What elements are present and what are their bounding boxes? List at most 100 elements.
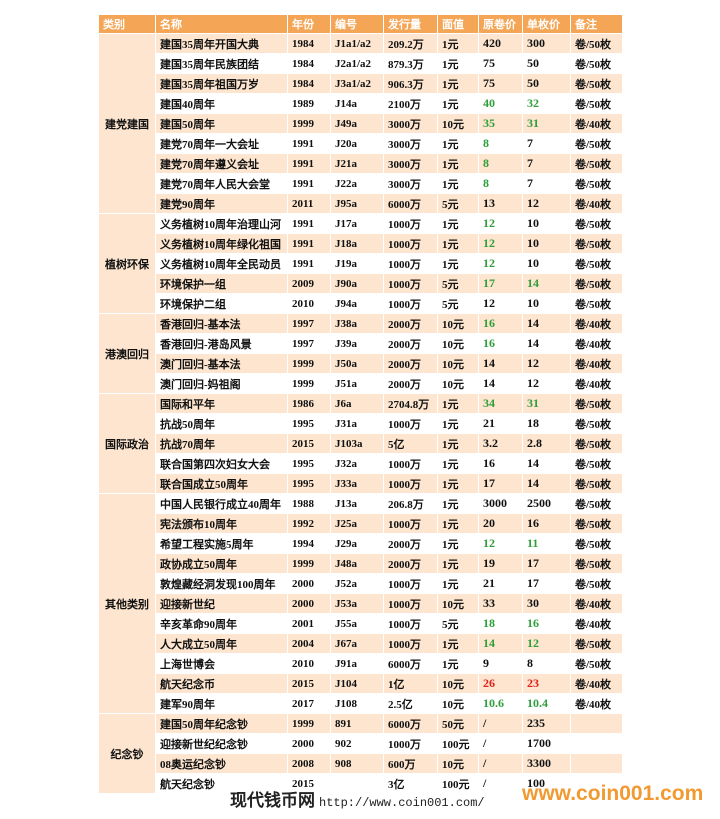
cell: 卷/50枚 [570,513,623,534]
category-cell: 其他类别 [98,493,156,714]
cell: 1元 [437,173,479,194]
cell: 1000万 [383,453,438,474]
cell: 2500 [522,493,571,514]
cell: 2010 [287,653,331,674]
cell: 891 [330,713,384,734]
cell: J94a [330,293,384,314]
cell: 卷/50枚 [570,173,623,194]
cell: 31 [522,113,571,134]
cell: 17 [478,473,523,494]
cell: J51a [330,373,384,394]
cell: J48a [330,553,384,574]
cell: / [478,753,523,774]
cell: 12 [478,233,523,254]
table-row: 建党70周年人民大会堂 1991 J22a 3000万 1元 8 7 卷/50枚 [99,173,623,194]
cell: 31 [522,393,571,414]
cell: 600万 [383,753,438,774]
cell: J104 [330,673,384,694]
cell: 1991 [287,133,331,154]
cell: 17 [522,553,571,574]
cell: 1000万 [383,213,438,234]
cell: J39a [330,333,384,354]
cell: 40 [478,93,523,114]
cell: 1992 [287,513,331,534]
cell: 卷/50枚 [570,553,623,574]
cell: 8 [478,153,523,174]
cell: 卷/40枚 [570,373,623,394]
cell: 卷/50枚 [570,73,623,94]
table-row: 辛亥革命90周年 2001 J55a 1000万 5元 18 16 卷/40枚 [99,613,623,634]
cell: 1999 [287,353,331,374]
cell: 5元 [437,193,479,214]
cell: 2004 [287,633,331,654]
cell: 11 [522,533,571,554]
cell: 5元 [437,293,479,314]
cell: 1000万 [383,573,438,594]
cell: J31a [330,413,384,434]
cell: J2a1/a2 [330,53,384,74]
cell: J32a [330,453,384,474]
cell: 30 [522,593,571,614]
cell: 卷/50枚 [570,153,623,174]
cell: J21a [330,153,384,174]
cell: 10元 [437,353,479,374]
cell: 1元 [437,413,479,434]
cell: 1991 [287,253,331,274]
cell: 2000万 [383,353,438,374]
cell: 1999 [287,713,331,734]
cell: 420 [478,33,523,54]
cell: 10 [522,253,571,274]
cell: 14 [522,273,571,294]
cell: 2015 [287,673,331,694]
cell: 政协成立50周年 [155,553,288,574]
cell: 12 [522,373,571,394]
cell [330,773,384,794]
cell: 建国35周年祖国万岁 [155,73,288,94]
cell: J55a [330,613,384,634]
cell: 1999 [287,373,331,394]
cell: J29a [330,533,384,554]
cell: 建国35周年民族团结 [155,53,288,74]
cell: 2000万 [383,373,438,394]
cell: 1984 [287,73,331,94]
cell: 卷/40枚 [570,353,623,374]
header-cell: 年份 [287,14,331,34]
table-row: 联合国成立50周年 1995 J33a 1000万 1元 17 14 卷/50枚 [99,473,623,494]
table-row: 航天纪念钞 2015 3亿 100元/100 [99,773,623,794]
cell: J95a [330,193,384,214]
cell: J67a [330,633,384,654]
cell: 5元 [437,273,479,294]
cell: 1000万 [383,273,438,294]
cell: 卷/40枚 [570,593,623,614]
table-row: 宪法颁布10周年 1992 J25a 1000万 1元 20 16 卷/50枚 [99,513,623,534]
cell: 抗战70周年 [155,433,288,454]
cell: 10 [522,233,571,254]
header-cell: 发行量 [383,14,438,34]
cell: J22a [330,173,384,194]
cell: 17 [478,273,523,294]
cell: 1元 [437,573,479,594]
cell: 卷/40枚 [570,313,623,334]
cell: 1991 [287,173,331,194]
watermark: www.coin001.com [522,782,704,805]
table-row: 建党70周年一大会址 1991 J20a 3000万 1元 8 7 卷/50枚 [99,133,623,154]
cell: 2000万 [383,313,438,334]
cell: 建国50周年纪念钞 [155,713,288,734]
cell: 1元 [437,153,479,174]
cell: 建党90周年 [155,193,288,214]
cell: 1元 [437,453,479,474]
table-row: 港澳回归 香港回归-基本法 1997 J38a 2000万 10元 16 14 卷/40枚 [98,313,623,394]
cell: 1995 [287,473,331,494]
cell: 1000万 [383,293,438,314]
cell: 卷/50枚 [570,93,623,114]
cell: 209.2万 [383,33,438,54]
cell: 16 [478,333,523,354]
cell: 10元 [437,113,479,134]
cell: 906.3万 [383,73,438,94]
cell: 1元 [437,93,479,114]
header-row: 类别 名称 年份 编号 发行量 面值 原卷价 单枚价 备注 [98,14,623,34]
cell: 中国人民银行成立40周年 [155,493,288,514]
cell: J19a [330,253,384,274]
cell: 1元 [437,53,479,74]
cell: 卷/50枚 [570,453,623,474]
